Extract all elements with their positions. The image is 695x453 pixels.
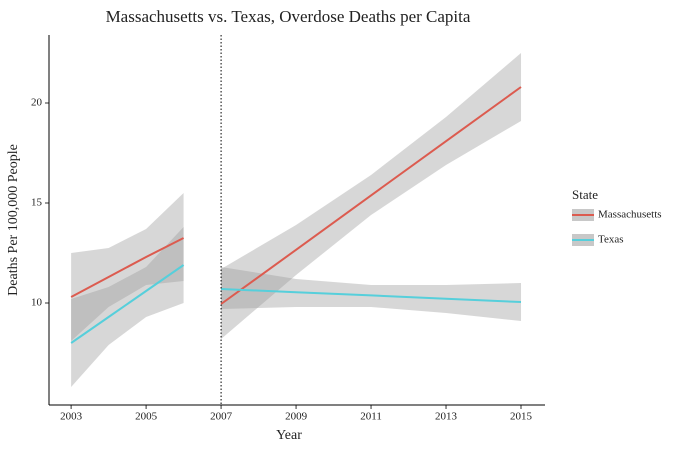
legend-label: Texas (598, 234, 624, 246)
y-tick-label: 15 (31, 197, 43, 209)
x-axis-title: Year (276, 428, 302, 443)
x-tick-label: 2005 (135, 411, 158, 423)
chart-title: Massachusetts vs. Texas, Overdose Deaths… (106, 7, 471, 26)
x-tick-label: 2003 (60, 411, 83, 423)
trend-line (70, 237, 185, 298)
y-tick-label: 10 (31, 297, 43, 309)
legend-title: State (572, 187, 598, 202)
x-tick-label: 2007 (210, 411, 233, 423)
trend-line (70, 264, 185, 344)
x-tick-label: 2015 (510, 411, 533, 423)
x-tick-label: 2013 (435, 411, 458, 423)
confidence-band (71, 227, 184, 387)
trend-line (220, 86, 522, 305)
x-tick-label: 2009 (285, 411, 308, 423)
x-tick-label: 2011 (360, 411, 382, 423)
legend-label: Massachusetts (598, 209, 662, 221)
y-axis-title: Deaths Per 100,000 People (6, 144, 21, 296)
trend-line (221, 288, 522, 303)
confidence-band (221, 267, 522, 321)
y-tick-label: 20 (31, 97, 43, 109)
